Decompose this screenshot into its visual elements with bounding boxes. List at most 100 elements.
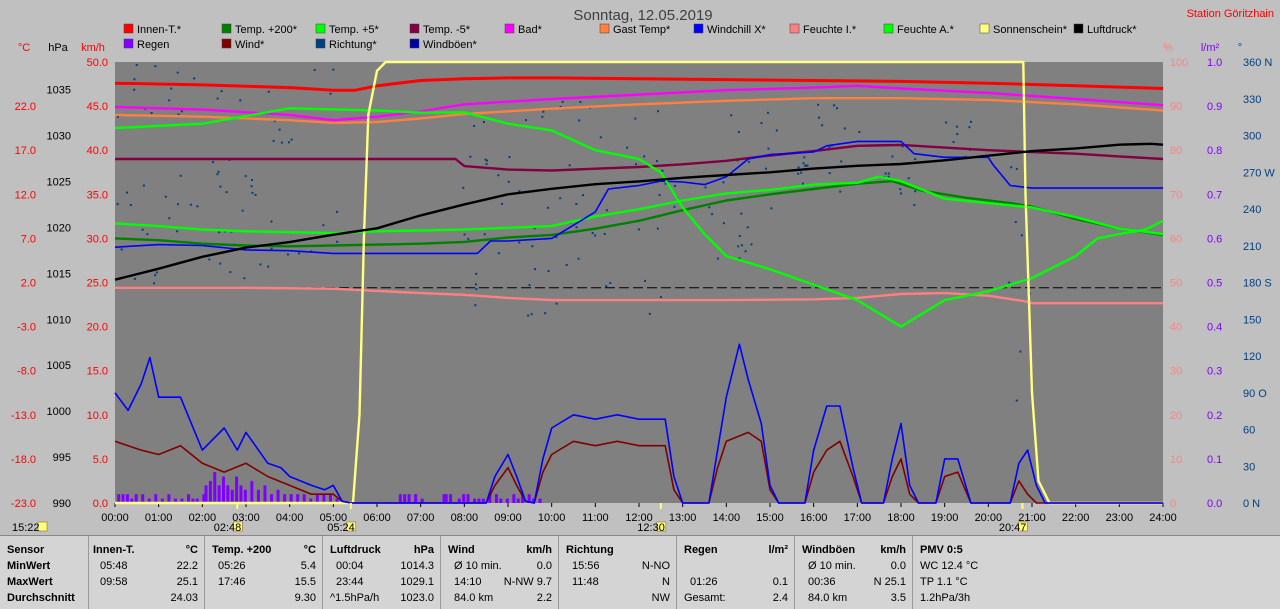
rain-bar (289, 494, 293, 503)
legend-label: Bad* (518, 24, 543, 36)
richtung-point (241, 209, 244, 212)
rain-bar (505, 498, 509, 503)
richtung-point (462, 186, 465, 189)
stats-luftdruck-max: 1029.1 (400, 576, 434, 588)
richtung-point (336, 240, 339, 243)
tick-label-kmh: 30.0 (87, 233, 108, 245)
richtung-point (664, 182, 667, 185)
stats-windboeen-avg: 0.0 (890, 560, 906, 572)
tick-label-percent: 70 (1170, 189, 1182, 201)
richtung-point (901, 145, 904, 148)
x-tick-label: 17:00 (844, 512, 872, 524)
richtung-point (168, 99, 171, 102)
rain-bar (315, 494, 319, 503)
rain-bar (457, 498, 461, 503)
stats-temp200: Temp. +200 °C 05:26 5.4 17:46 15.5 9.30 (204, 536, 323, 609)
richtung-point (609, 282, 612, 285)
stats-windboeen-mean: 3.5 (890, 592, 906, 604)
richtung-point (216, 97, 219, 100)
richtung-point (730, 114, 733, 117)
legend-label: Temp. -5* (423, 24, 471, 36)
stats-pmv-trend: 1.2hPa/3h (920, 592, 971, 604)
richtung-point (218, 231, 221, 234)
rain-bar (403, 494, 407, 503)
rain-bar (521, 494, 525, 503)
tick-label-kmh: 40.0 (87, 145, 108, 157)
richtung-point (155, 271, 158, 274)
stats-windboeen-distance: 84.0 km (808, 592, 848, 604)
richtung-point (177, 113, 180, 116)
richtung-point (738, 234, 741, 237)
stats-wind-distance: 84.0 km (454, 592, 494, 604)
stats-innen-title: Innen-T. (93, 544, 135, 556)
richtung-point (486, 159, 489, 162)
richtung-point (225, 191, 228, 194)
stats-richtung: Richtung 15:56 N-NO 11:48 N NW (558, 536, 677, 609)
richtung-point (541, 115, 544, 118)
richtung-point (555, 302, 558, 305)
stats-richtung-min: N-NO (641, 560, 670, 572)
richtung-point (507, 180, 510, 183)
richtung-point (955, 125, 958, 128)
richtung-point (251, 191, 254, 194)
richtung-point (800, 171, 803, 174)
richtung-point (711, 213, 714, 216)
rain-bar (226, 485, 230, 503)
richtung-point (907, 177, 910, 180)
richtung-point (766, 111, 769, 114)
richtung-point (126, 191, 129, 194)
tick-label-lm2: 0.1 (1207, 454, 1222, 466)
tick-label-hpa: 1000 (47, 406, 71, 418)
richtung-point (770, 207, 773, 210)
x-tick-label: 02:00 (189, 512, 217, 524)
stats-luftdruck-min: 1014.3 (400, 560, 434, 572)
richtung-point (828, 146, 831, 149)
richtung-point (605, 209, 608, 212)
stats-temp200-title: Temp. +200 (212, 544, 272, 556)
richtung-point (220, 90, 223, 93)
chart-title: Sonntag, 12.05.2019 (573, 7, 712, 24)
richtung-point (116, 115, 119, 118)
richtung-point (484, 158, 487, 161)
richtung-point (287, 141, 290, 144)
richtung-point (884, 172, 887, 175)
tick-label-percent: 10 (1170, 454, 1182, 466)
rain-bar (154, 494, 158, 503)
richtung-point (133, 78, 136, 81)
richtung-point (164, 195, 167, 198)
richtung-point (533, 268, 536, 271)
weather-chart: Sonntag, 12.05.2019 Station Göritzhain I… (11, 7, 1275, 534)
richtung-point (170, 87, 173, 90)
richtung-point (817, 103, 820, 106)
stats-windboeen-unit: km/h (880, 544, 906, 556)
stats-luftdruck: Luftdruck hPa 00:04 1014.3 23:44 1029.1 … (322, 536, 441, 609)
richtung-point (579, 100, 582, 103)
richtung-point (542, 110, 545, 113)
tick-label-lm2: 0.3 (1207, 366, 1222, 378)
legend-label: Sonnenschein* (993, 24, 1068, 36)
richtung-point (603, 232, 606, 235)
legend-swatch (599, 23, 610, 34)
legend-swatch (221, 38, 232, 49)
tick-label-deg: 150 (1243, 314, 1261, 326)
rain-bar (283, 494, 287, 503)
stats-luftdruck-title: Luftdruck (330, 544, 381, 556)
rain-bar (160, 498, 164, 503)
stats-regen-total: 2.4 (772, 592, 788, 604)
richtung-point (229, 271, 232, 274)
richtung-point (212, 161, 215, 164)
x-tick-label: 07:00 (407, 512, 435, 524)
rain-bar (187, 494, 191, 503)
tick-label-percent: 30 (1170, 366, 1182, 378)
rain-bar (147, 498, 151, 503)
richtung-point (1008, 281, 1011, 284)
richtung-point (744, 250, 747, 253)
rain-bar (235, 476, 239, 503)
axis-title-celsius: °C (18, 42, 30, 54)
richtung-point (740, 212, 743, 215)
stats-labels: Sensor MinWert MaxWert Durchschnitt (0, 536, 89, 609)
stats-wind-avg-label: Ø 10 min. (454, 560, 502, 572)
tick-label-lm2: 0.0 (1207, 498, 1222, 510)
stats-innen-avg: 24.03 (170, 592, 198, 604)
richtung-point (467, 237, 470, 240)
